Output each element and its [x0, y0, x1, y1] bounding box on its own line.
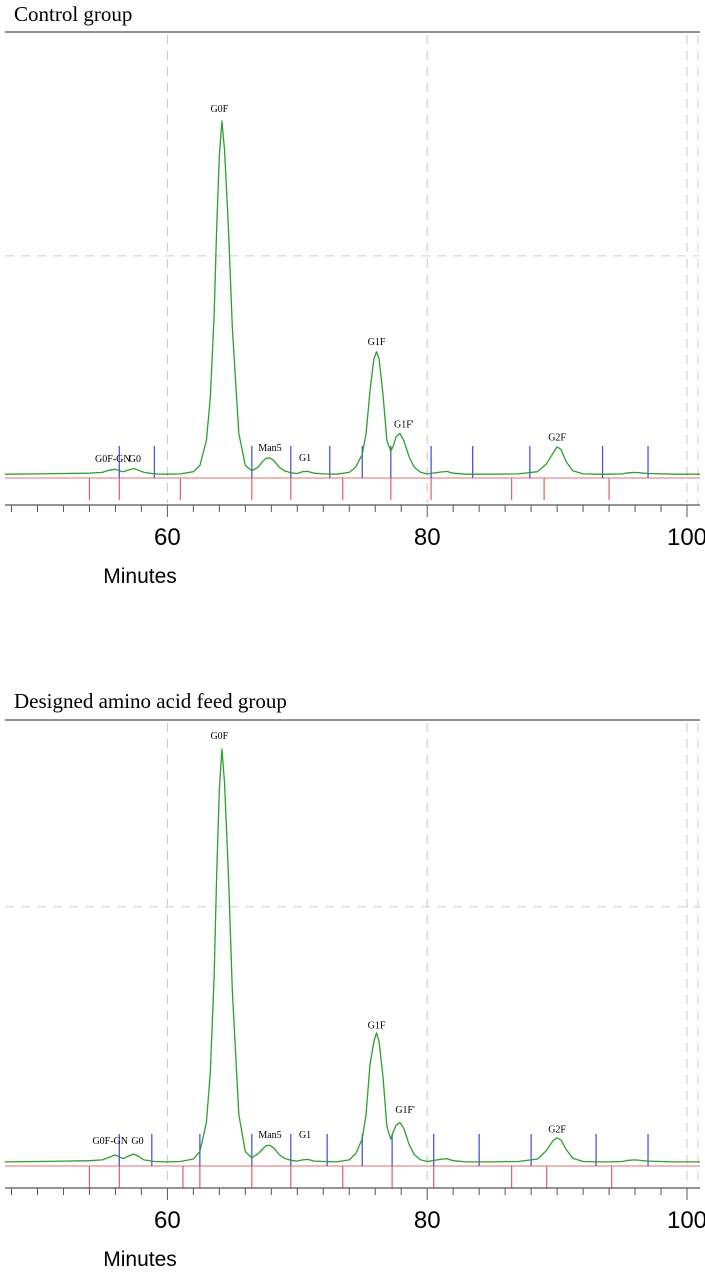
chart-title: Designed amino acid feed group	[14, 689, 287, 713]
peak-label: G0F-GN	[92, 1136, 128, 1147]
x-tick-label: 80	[414, 524, 441, 551]
peak-label: G2F	[548, 1124, 566, 1135]
chart-title: Control group	[14, 2, 133, 26]
peak-label: G2F	[548, 433, 566, 444]
chromatogram-trace	[4, 120, 700, 475]
peak-label: Man5	[258, 1130, 281, 1141]
peak-label: G1F'	[395, 1105, 415, 1116]
x-axis-title: Minutes	[103, 565, 177, 588]
peak-label: Man5	[258, 443, 281, 454]
peak-label: G1F'	[394, 419, 414, 430]
chromatogram-trace	[4, 748, 700, 1163]
peak-label: G0	[131, 1136, 143, 1147]
x-tick-label: 100	[667, 1207, 705, 1234]
x-tick-label: 100	[667, 524, 705, 551]
x-axis-title: Minutes	[103, 1248, 177, 1271]
x-tick-label: 60	[154, 524, 181, 551]
peak-label: G0	[129, 454, 141, 465]
peak-label: G1F	[368, 1021, 386, 1032]
peak-label: G0F	[210, 731, 228, 742]
x-tick-label: 60	[154, 1207, 181, 1234]
peak-label: G0F	[210, 104, 228, 115]
peak-label: G0F-GN	[95, 454, 131, 465]
peak-label: G1F	[368, 337, 386, 348]
peak-label: G1	[299, 1130, 311, 1141]
chart-panel-designed-feed: Designed amino acid feed group G0F-GN G0 G…	[0, 687, 705, 1274]
x-tick-label: 80	[414, 1207, 441, 1234]
peak-label: G1	[299, 453, 311, 464]
chart-panel-control: Control group G0F-GN G0 G0F Man5 G1 G1F G1F' G2…	[0, 0, 705, 600]
